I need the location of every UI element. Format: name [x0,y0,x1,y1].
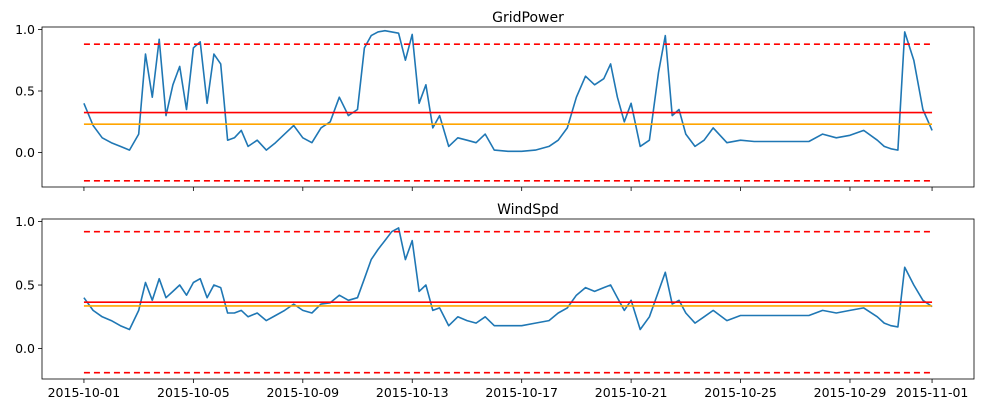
x-axis [83,187,933,191]
x-tick-label: 2015-10-09 [266,385,339,400]
x-axis: 2015-10-01 2015-10-05 2015-10-09 2015-10-13… [48,379,969,400]
series-line [83,227,933,331]
y-tick-label: 0.0 [15,145,35,160]
series-line [83,29,933,153]
chart-title: GridPower [492,10,564,26]
x-tick-label: 2015-10-13 [376,385,449,400]
x-tick-label: 2015-11-01 [896,385,969,400]
subplot-gridpower: GridPower 1.0 0.5 0.0 [15,10,975,191]
subplot-windspd: WindSpd 1.00.50.0 2015-10-01 2015-10-05 20… [15,202,975,400]
y-axis: 1.0 0.5 0.0 [15,22,42,160]
x-tick-label: 2015-10-21 [595,385,668,400]
y-axis: 1.0 0.5 0.0 [15,214,42,356]
plot-area [83,227,933,374]
axes-frame [41,26,975,188]
chart-title: WindSpd [497,202,559,218]
x-tick-label: 2015-10-01 [48,385,121,400]
y-tick-label: 0.5 [15,278,35,293]
y-tick-label: 0.5 [15,84,35,99]
plot-area [83,29,933,182]
x-tick-label: 2015-10-17 [485,385,558,400]
y-tick-label: 0.0 [15,341,35,356]
y-tick-label: 1.0 [15,22,35,37]
x-tick-label: 2015-10-29 [814,385,887,400]
axes-frame [41,218,975,380]
y-tick-label: 1.0 [15,214,35,229]
x-tick-label: 2015-10-25 [704,385,777,400]
x-tick-label: 2015-10-05 [157,385,230,400]
